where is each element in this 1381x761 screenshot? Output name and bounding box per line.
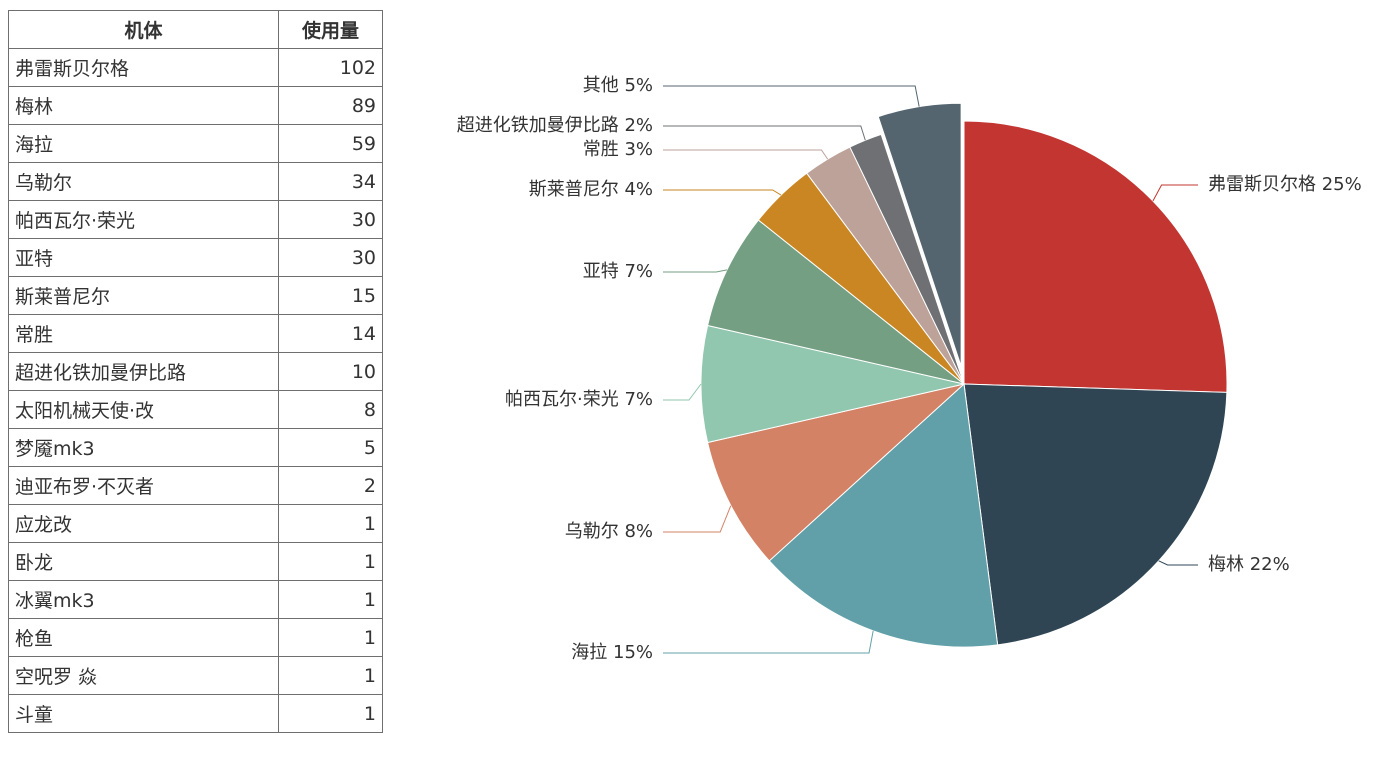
pie-slice-label: 海拉 15% bbox=[571, 642, 653, 663]
usage-count-cell: 59 bbox=[278, 124, 383, 163]
pie-slice-label: 常胜 3% bbox=[583, 139, 653, 160]
usage-count-cell: 14 bbox=[278, 314, 383, 353]
column-header-mecha: 机体 bbox=[8, 10, 279, 49]
mecha-name-cell: 梅林 bbox=[8, 86, 279, 125]
pie-slice[interactable] bbox=[963, 383, 1228, 646]
mecha-name-cell: 迪亚布罗·不灭者 bbox=[8, 466, 279, 505]
pie-slice[interactable] bbox=[768, 382, 999, 648]
pie-label-line bbox=[663, 189, 782, 196]
usage-count-cell: 5 bbox=[278, 428, 383, 467]
pie-slice-label: 超进化铁加曼伊比路 2% bbox=[457, 115, 653, 136]
pie-label-line bbox=[663, 383, 702, 401]
table-row: 乌勒尔 34 bbox=[8, 162, 383, 201]
pie-slice-label: 其他 5% bbox=[583, 75, 653, 96]
pie-slice-label: 弗雷斯贝尔格 25% bbox=[1208, 174, 1362, 195]
usage-count-cell: 30 bbox=[278, 238, 383, 277]
pie-label-line bbox=[663, 85, 920, 107]
pie-slice[interactable] bbox=[877, 102, 962, 367]
table-row: 海拉 59 bbox=[8, 124, 383, 163]
usage-count-cell: 30 bbox=[278, 200, 383, 239]
pie-slice[interactable] bbox=[963, 120, 1228, 393]
table-header-row: 机体 使用量 bbox=[8, 10, 383, 49]
mecha-name-cell: 斯莱普尼尔 bbox=[8, 276, 279, 315]
pie-slice-label: 斯莱普尼尔 4% bbox=[529, 179, 653, 200]
usage-count-cell: 1 bbox=[278, 580, 383, 619]
mecha-name-cell: 空呪罗 焱 bbox=[8, 656, 279, 695]
usage-count-cell: 1 bbox=[278, 618, 383, 657]
table-row: 卧龙 1 bbox=[8, 542, 383, 581]
pie-label-line bbox=[663, 149, 829, 160]
mecha-name-cell: 应龙改 bbox=[8, 504, 279, 543]
table-row: 梅林 89 bbox=[8, 86, 383, 125]
usage-table: 机体 使用量 弗雷斯贝尔格 102 梅林 89 海拉 59 乌勒尔 34 帕西瓦尔·荣光 30 亚特… bbox=[8, 10, 383, 733]
mecha-name-cell: 卧龙 bbox=[8, 542, 279, 581]
usage-count-cell: 1 bbox=[278, 656, 383, 695]
mecha-name-cell: 常胜 bbox=[8, 314, 279, 353]
mecha-name-cell: 帕西瓦尔·荣光 bbox=[8, 200, 279, 239]
table-row: 斯莱普尼尔 15 bbox=[8, 276, 383, 315]
table-row: 冰翼mk3 1 bbox=[8, 580, 383, 619]
mecha-name-cell: 梦魇mk3 bbox=[8, 428, 279, 467]
pie-slice-label: 梅林 22% bbox=[1208, 554, 1290, 575]
table-body: 弗雷斯贝尔格 102 梅林 89 海拉 59 乌勒尔 34 帕西瓦尔·荣光 30 亚特 30 斯莱普尼尔… bbox=[8, 48, 383, 733]
usage-count-cell: 2 bbox=[278, 466, 383, 505]
mecha-name-cell: 弗雷斯贝尔格 bbox=[8, 48, 279, 87]
table-row: 枪鱼 1 bbox=[8, 618, 383, 657]
usage-count-cell: 15 bbox=[278, 276, 383, 315]
mecha-name-cell: 亚特 bbox=[8, 238, 279, 277]
pie-label-line bbox=[663, 125, 866, 141]
table-row: 太阳机械天使·改 8 bbox=[8, 390, 383, 429]
mecha-name-cell: 斗童 bbox=[8, 694, 279, 733]
pie-label-line bbox=[663, 630, 874, 654]
pie-chart: 弗雷斯贝尔格 25% 梅林 22% 海拉 15% 乌勒尔 8% 帕西瓦尔·荣光 7% 亚特… bbox=[457, 75, 1362, 663]
mecha-name-cell: 枪鱼 bbox=[8, 618, 279, 657]
table-row: 弗雷斯贝尔格 102 bbox=[8, 48, 383, 87]
pie-label-line bbox=[1152, 184, 1198, 202]
mecha-name-cell: 太阳机械天使·改 bbox=[8, 390, 279, 429]
column-header-usage: 使用量 bbox=[278, 10, 383, 49]
table-row: 超进化铁加曼伊比路 10 bbox=[8, 352, 383, 391]
pie-slice-label: 帕西瓦尔·荣光 7% bbox=[505, 389, 653, 410]
pie-label-line bbox=[1158, 560, 1198, 566]
pie-slice[interactable] bbox=[700, 324, 965, 444]
usage-count-cell: 8 bbox=[278, 390, 383, 429]
usage-count-cell: 1 bbox=[278, 694, 383, 733]
table-row: 帕西瓦尔·荣光 30 bbox=[8, 200, 383, 239]
usage-count-cell: 34 bbox=[278, 162, 383, 201]
pie-label-line bbox=[663, 505, 732, 533]
usage-count-cell: 1 bbox=[278, 542, 383, 581]
pie-slices bbox=[700, 102, 1228, 648]
mecha-name-cell: 冰翼mk3 bbox=[8, 580, 279, 619]
pie-slice[interactable] bbox=[706, 219, 965, 385]
usage-count-cell: 89 bbox=[278, 86, 383, 125]
table-row: 应龙改 1 bbox=[8, 504, 383, 543]
usage-count-cell: 102 bbox=[278, 48, 383, 87]
usage-count-cell: 1 bbox=[278, 504, 383, 543]
table-row: 梦魇mk3 5 bbox=[8, 428, 383, 467]
pie-labels: 弗雷斯贝尔格 25% 梅林 22% 海拉 15% 乌勒尔 8% 帕西瓦尔·荣光 7% 亚特… bbox=[457, 75, 1362, 663]
pie-label-line bbox=[663, 269, 728, 273]
pie-slice-label: 乌勒尔 8% bbox=[565, 521, 653, 542]
usage-count-cell: 10 bbox=[278, 352, 383, 391]
pie-label-lines bbox=[663, 85, 1198, 654]
pie-slice-label: 亚特 7% bbox=[583, 261, 653, 282]
mecha-name-cell: 海拉 bbox=[8, 124, 279, 163]
mecha-name-cell: 超进化铁加曼伊比路 bbox=[8, 352, 279, 391]
table-row: 亚特 30 bbox=[8, 238, 383, 277]
table-row: 迪亚布罗·不灭者 2 bbox=[8, 466, 383, 505]
table-row: 斗童 1 bbox=[8, 694, 383, 733]
table-row: 常胜 14 bbox=[8, 314, 383, 353]
mecha-name-cell: 乌勒尔 bbox=[8, 162, 279, 201]
